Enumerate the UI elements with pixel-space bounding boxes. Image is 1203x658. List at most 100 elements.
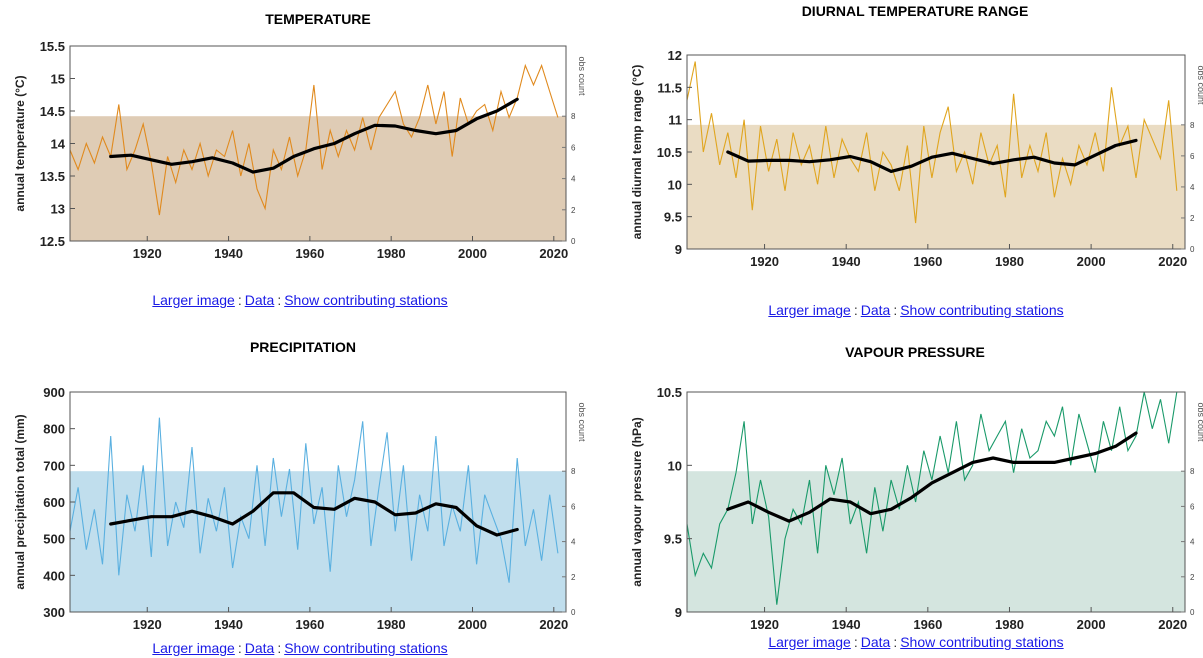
y-tick-label: 14 bbox=[51, 137, 66, 152]
y2-tick-label: 0 bbox=[571, 608, 576, 617]
y-axis-label: annual precipitation total (mm) bbox=[13, 414, 27, 589]
y2-tick-label: 4 bbox=[571, 175, 576, 184]
y-tick-label: 900 bbox=[43, 385, 65, 400]
data-link[interactable]: Data bbox=[860, 302, 891, 318]
y-tick-label: 400 bbox=[43, 568, 65, 583]
diurnal-range-chart: 1920 1940 1960 1980 2000 2020 9 9.5 10 10.5 11 11.5… bbox=[630, 48, 1203, 269]
larger-image-link[interactable]: Larger image bbox=[152, 292, 235, 308]
smoothed-trend-line bbox=[109, 97, 519, 174]
y2-tick-label: 0 bbox=[1190, 245, 1195, 254]
y-tick-label: 14.5 bbox=[40, 104, 65, 119]
larger-image-link[interactable]: Larger image bbox=[768, 302, 851, 318]
y-tick-label: 10.5 bbox=[657, 145, 682, 160]
show-stations-link[interactable]: Show contributing stations bbox=[284, 292, 448, 308]
x-tick-label: 1940 bbox=[214, 246, 243, 261]
obs-count-area bbox=[687, 124, 1185, 249]
x-tick-label: 2000 bbox=[1077, 617, 1106, 632]
link-separator: : bbox=[893, 302, 898, 318]
y2-tick-label: 0 bbox=[1190, 608, 1195, 617]
x-tick-label: 1980 bbox=[995, 254, 1024, 269]
chart-links: Larger image: Data: Show contributing stat… bbox=[0, 640, 600, 656]
link-separator: : bbox=[853, 634, 858, 650]
chart-links: Larger image: Data: Show contributing stat… bbox=[629, 634, 1203, 650]
chart-links: Larger image: Data: Show contributing stat… bbox=[0, 292, 600, 308]
smoothed-trend-line bbox=[726, 138, 1138, 173]
y-tick-label: 13.5 bbox=[40, 169, 65, 184]
show-stations-link[interactable]: Show contributing stations bbox=[900, 634, 1064, 650]
link-separator: : bbox=[237, 292, 242, 308]
y2-tick-label: 4 bbox=[1190, 538, 1195, 547]
y2-tick-label: 2 bbox=[571, 206, 576, 215]
y2-tick-label: 6 bbox=[571, 143, 576, 152]
y2-tick-label: 8 bbox=[571, 467, 576, 476]
y-tick-label: 13 bbox=[51, 202, 65, 217]
link-separator: : bbox=[277, 640, 282, 656]
x-tick-label: 2020 bbox=[1158, 617, 1187, 632]
y2-tick-label: 8 bbox=[1190, 121, 1195, 130]
precipitation-chart: 1920 1940 1960 1980 2000 2020 300 400 500 600 700 8… bbox=[13, 385, 587, 632]
y-tick-label: 12.5 bbox=[40, 234, 65, 249]
y-tick-label: 9 bbox=[675, 605, 682, 620]
link-separator: : bbox=[237, 640, 242, 656]
x-tick-label: 1940 bbox=[214, 617, 243, 632]
data-link[interactable]: Data bbox=[244, 292, 275, 308]
larger-image-link[interactable]: Larger image bbox=[768, 634, 851, 650]
x-tick-label: 1980 bbox=[377, 617, 406, 632]
x-tick-label: 2020 bbox=[539, 617, 568, 632]
y2-axis-label: obs count bbox=[1196, 65, 1203, 105]
y-axis-label: annual vapour pressure (hPa) bbox=[630, 417, 644, 586]
y-tick-label: 10 bbox=[668, 177, 682, 192]
chart-title: PRECIPITATION bbox=[249, 339, 357, 355]
y2-tick-label: 6 bbox=[571, 502, 576, 511]
y2-tick-label: 8 bbox=[1190, 467, 1195, 476]
y-axis-label: annual temperature (°C) bbox=[13, 75, 27, 211]
y-axis-label: annual diurnal temp range (°C) bbox=[630, 65, 644, 240]
smoothed-trend-line bbox=[109, 491, 519, 537]
y2-axis-label: obs count bbox=[577, 402, 587, 442]
link-separator: : bbox=[853, 302, 858, 318]
show-stations-link[interactable]: Show contributing stations bbox=[900, 302, 1064, 318]
x-tick-label: 1920 bbox=[133, 617, 162, 632]
y-tick-label: 10 bbox=[668, 458, 682, 473]
obs-count-area bbox=[70, 471, 566, 612]
y-tick-label: 500 bbox=[43, 532, 65, 547]
show-stations-link[interactable]: Show contributing stations bbox=[284, 640, 448, 656]
y2-tick-label: 0 bbox=[571, 237, 576, 246]
y-tick-label: 700 bbox=[43, 458, 65, 473]
annual-series-line bbox=[686, 391, 1178, 605]
larger-image-link[interactable]: Larger image bbox=[152, 640, 235, 656]
plot-frame bbox=[686, 391, 1186, 613]
y-tick-label: 600 bbox=[43, 495, 65, 510]
x-tick-label: 2000 bbox=[458, 617, 487, 632]
smoothed-trend-line bbox=[726, 431, 1138, 523]
chart-title: TEMPERATURE bbox=[265, 11, 371, 27]
y2-tick-label: 2 bbox=[1190, 573, 1195, 582]
y-tick-label: 11.5 bbox=[657, 80, 682, 95]
y-tick-label: 15.5 bbox=[40, 39, 65, 54]
vapour-pressure-chart: 1920 1940 1960 1980 2000 2020 9 9.5 10 10.5 0 2 4 6 8 a… bbox=[630, 385, 1203, 632]
y-tick-label: 9.5 bbox=[664, 210, 682, 225]
y-tick-label: 15 bbox=[51, 72, 65, 87]
data-link[interactable]: Data bbox=[860, 634, 891, 650]
y-tick-label: 9.5 bbox=[664, 532, 682, 547]
y2-tick-label: 2 bbox=[571, 573, 576, 582]
x-tick-label: 2020 bbox=[539, 246, 568, 261]
x-tick-label: 1920 bbox=[750, 254, 779, 269]
temperature-panel: TEMPERATURE 1920 1940 1960 1980 2000 2020 12.5… bbox=[0, 0, 600, 320]
x-tick-label: 1980 bbox=[995, 617, 1024, 632]
x-tick-label: 1920 bbox=[133, 246, 162, 261]
y2-tick-label: 2 bbox=[1190, 214, 1195, 223]
annual-series-line bbox=[686, 61, 1178, 224]
data-link[interactable]: Data bbox=[244, 640, 275, 656]
chart-title: DIURNAL TEMPERATURE RANGE bbox=[801, 3, 1029, 19]
y2-tick-label: 6 bbox=[1190, 502, 1195, 511]
x-tick-label: 1960 bbox=[913, 254, 942, 269]
y-tick-label: 12 bbox=[668, 48, 682, 63]
annual-series-line bbox=[69, 63, 559, 216]
obs-count-area bbox=[687, 471, 1185, 612]
x-tick-label: 1940 bbox=[832, 617, 861, 632]
y2-axis-label: obs count bbox=[1196, 402, 1203, 442]
annual-series-line bbox=[69, 417, 559, 583]
x-tick-label: 1960 bbox=[295, 617, 324, 632]
y-tick-label: 11 bbox=[668, 113, 682, 128]
